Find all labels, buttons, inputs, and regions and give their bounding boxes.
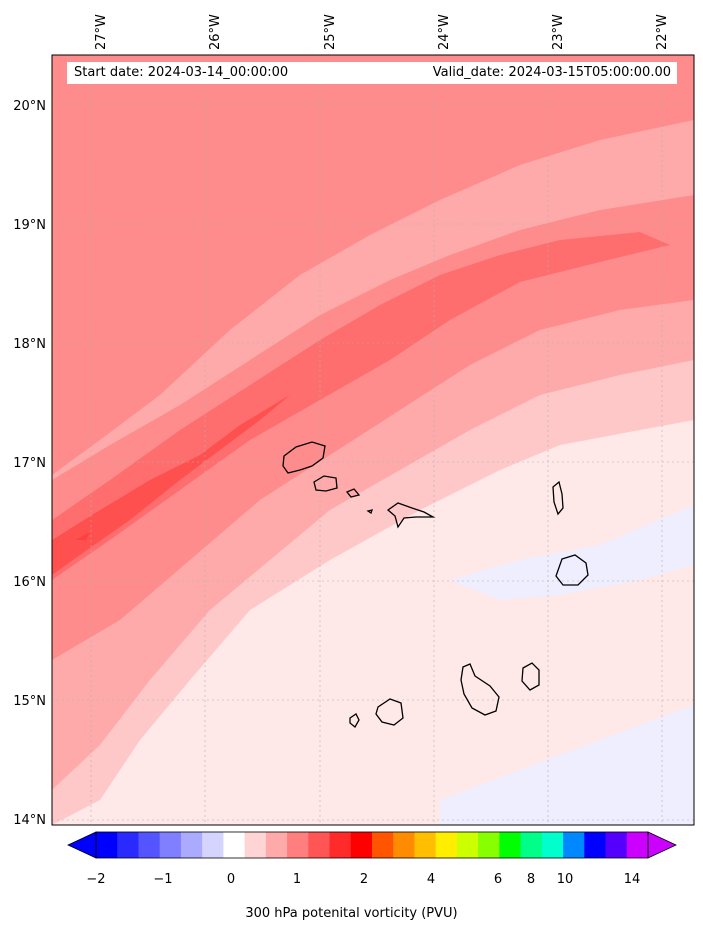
island-sao-nicolau [366, 502, 436, 529]
island-boa-vista [555, 554, 589, 586]
island-santa-luzia [345, 488, 361, 498]
colorbar-cell [520, 832, 543, 858]
lat-label: 19°N [13, 218, 46, 233]
colorbar-cell [456, 832, 479, 858]
colorbar-cells [96, 832, 649, 858]
colorbar-tick: 8 [527, 872, 535, 887]
island-maio [521, 662, 540, 691]
start-date: Start date: 2024-03-14_00:00:00 [74, 65, 289, 80]
colorbar-tick: 10 [557, 872, 574, 887]
colorbar-cell [159, 832, 182, 858]
colorbar-cell [287, 832, 309, 858]
colorbar-max-extend [647, 831, 677, 859]
colorbar-cell [138, 832, 161, 858]
lat-label: 20°N [13, 99, 46, 114]
colorbar-cell [223, 832, 246, 858]
lon-label: 26°W [208, 14, 223, 50]
colorbar-cell [265, 832, 288, 858]
island-brava [349, 713, 360, 728]
colorbar-cell [244, 832, 267, 858]
colorbar-cell [96, 832, 118, 858]
lon-label: 23°W [551, 14, 566, 50]
colorbar-cell [329, 832, 352, 858]
colorbar-cell [563, 832, 585, 858]
date-info-box: Start date: 2024-03-14_00:00:00 Valid_da… [67, 62, 677, 84]
colorbar-tick: 1 [293, 872, 301, 887]
lat-label: 18°N [13, 337, 46, 352]
valid-date: Valid_date: 2024-03-15T05:00:00.00 [432, 65, 671, 80]
lat-label: 16°N [13, 575, 46, 590]
colorbar-tick: 0 [227, 872, 235, 887]
colorbar-tick: −2 [86, 872, 105, 887]
colorbar-cell [350, 832, 373, 858]
colorbar-min-extend [67, 831, 97, 859]
island-sao-vicente [313, 475, 338, 492]
island-fogo [375, 698, 404, 726]
colorbar-tick: 6 [494, 872, 502, 887]
colorbar-tick: −1 [153, 872, 172, 887]
pv-contour-fill [52, 55, 694, 825]
lon-label: 22°W [655, 14, 670, 50]
colorbar-tick: 2 [360, 872, 368, 887]
lon-label: 25°W [323, 14, 338, 50]
colorbar-frame [95, 831, 649, 859]
lat-label: 14°N [13, 813, 46, 828]
colorbar-cell [541, 832, 564, 858]
island-santiago [460, 663, 500, 716]
island-sal [552, 480, 564, 516]
coastlines [282, 441, 589, 728]
colorbar-cell [393, 832, 415, 858]
lat-label: 17°N [13, 456, 46, 471]
colorbar-cell [605, 832, 628, 858]
colorbar-cell [499, 832, 522, 858]
colorbar-cell [202, 832, 224, 858]
colorbar-tick: 4 [427, 872, 435, 887]
colorbar-cell [372, 832, 394, 858]
colorbar-title: 300 hPa potenital vorticity (PVU) [245, 906, 458, 921]
colorbar-cell [626, 832, 649, 858]
plot-frame [51, 54, 695, 826]
graticule [52, 55, 694, 825]
colorbar-cell [180, 832, 203, 858]
colorbar-ticks: −2 −1 0 1 2 4 6 8 10 14 [86, 872, 640, 887]
lat-labels: 20°N 19°N 18°N 17°N 16°N 15°N 14°N [13, 99, 46, 828]
island-santo-antao [282, 441, 326, 474]
lon-label: 24°W [437, 14, 452, 50]
colorbar-cell [414, 832, 437, 858]
colorbar-cell [308, 832, 331, 858]
lon-label: 27°W [94, 14, 109, 50]
colorbar: −2 −1 0 1 2 4 6 8 10 14 [67, 831, 677, 887]
colorbar-cell [117, 832, 139, 858]
colorbar-cell [435, 832, 458, 858]
colorbar-cell [584, 832, 607, 858]
lat-label: 15°N [13, 694, 46, 709]
lon-labels: 27°W 26°W 25°W 24°W 23°W 22°W [94, 14, 670, 50]
colorbar-cell [478, 832, 500, 858]
colorbar-tick: 14 [624, 872, 641, 887]
